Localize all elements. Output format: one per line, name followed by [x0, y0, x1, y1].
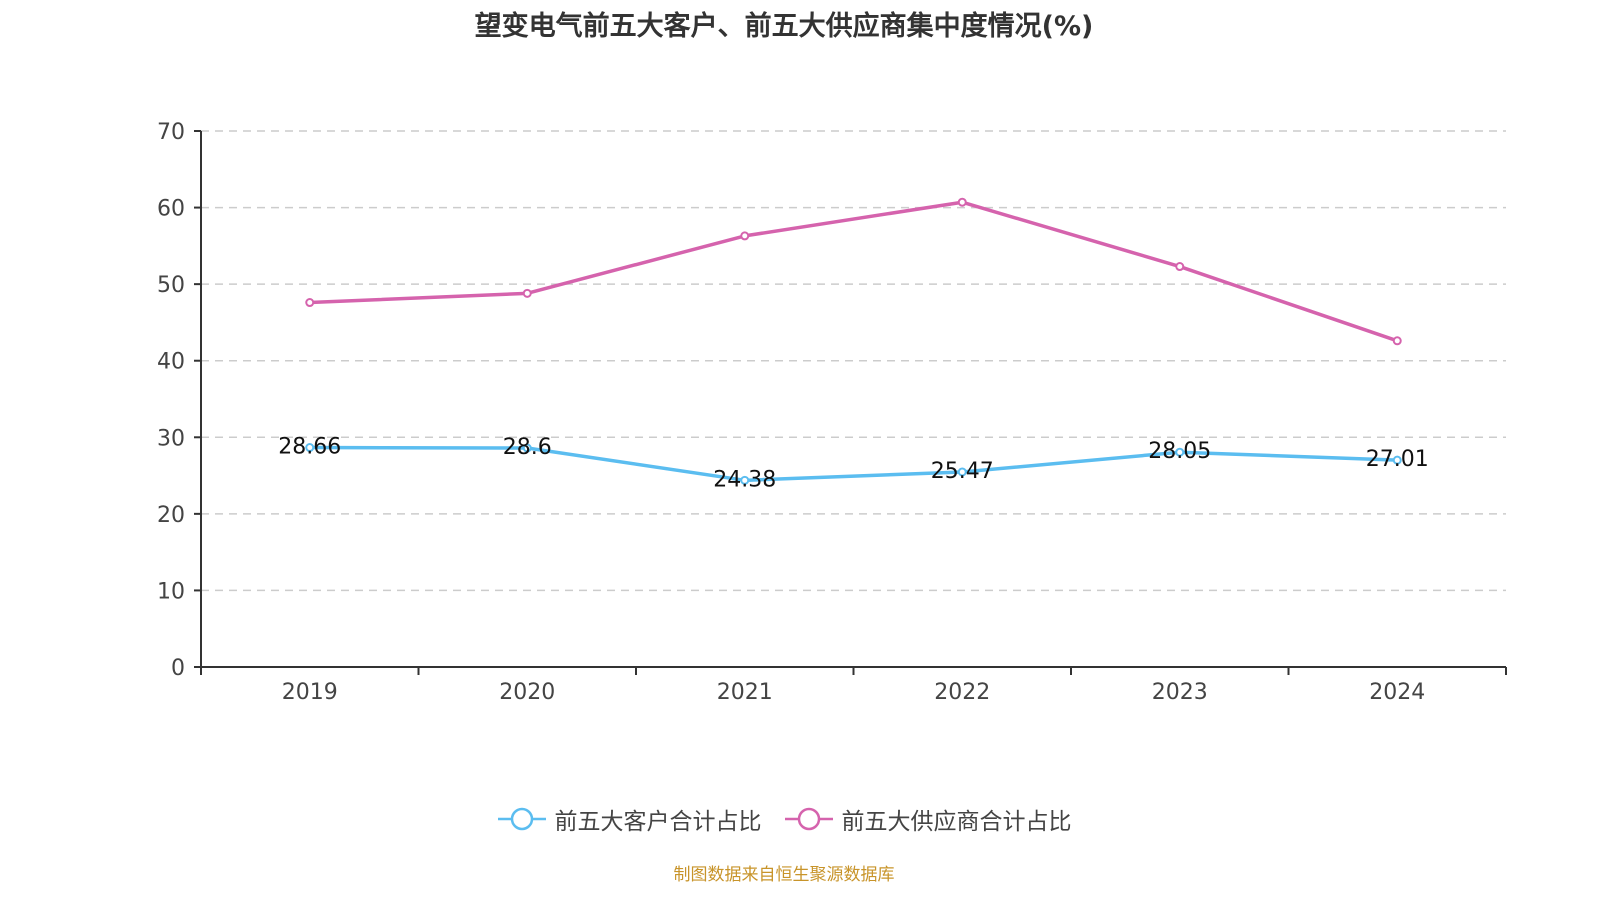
legend: 前五大客户合计占比 前五大供应商合计占比 — [0, 802, 1568, 836]
data-label-customers: 28.05 — [1148, 439, 1211, 464]
line-chart: 0 10 20 30 40 50 60 70 2019 2020 2021 2022 2023 2024… — [157, 120, 1507, 705]
gridlines — [201, 130, 1506, 592]
legend-item-customers[interactable]: 前五大客户合计占比 — [497, 802, 762, 836]
x-tick-label: 2023 — [1152, 680, 1208, 705]
data-point-customers — [305, 443, 315, 453]
data-label-customers: 28.6 — [503, 435, 552, 460]
y-tick-label: 40 — [157, 350, 185, 375]
legend-label-customers: 前五大客户合计占比 — [554, 809, 762, 835]
x-tick-label: 2021 — [717, 680, 773, 705]
data-point-customers — [1175, 447, 1185, 457]
legend-item-suppliers[interactable]: 前五大供应商合计占比 — [784, 802, 1072, 836]
x-tick-label: 2022 — [934, 680, 990, 705]
data-label-customers: 24.38 — [713, 467, 776, 492]
y-tick-label: 70 — [157, 120, 185, 145]
y-tick-label: 0 — [171, 656, 185, 681]
data-point-customers — [522, 443, 532, 453]
legend-label-suppliers: 前五大供应商合计占比 — [841, 809, 1072, 835]
x-tick-label: 2024 — [1369, 680, 1425, 705]
y-tick-label: 60 — [157, 197, 185, 222]
data-label-customers: 27.01 — [1366, 447, 1429, 472]
series-line-suppliers — [309, 200, 1398, 343]
data-point-customers — [957, 467, 967, 477]
series-group — [305, 197, 1402, 485]
data-labels: 28.66 28.6 24.38 25.47 28.05 27.01 — [278, 435, 1428, 493]
data-label-customers: 28.66 — [278, 435, 341, 460]
data-point-suppliers — [522, 288, 532, 298]
y-tick-label: 10 — [157, 579, 185, 604]
data-point-suppliers — [1392, 336, 1402, 346]
axes — [200, 131, 1506, 668]
data-point-customers — [740, 475, 750, 485]
data-point-suppliers — [957, 197, 967, 207]
legend-marker-suppliers-icon — [784, 807, 833, 831]
data-point-customers — [1392, 455, 1402, 465]
chart-title: 望变电气前五大客户、前五大供应商集中度情况(%) — [474, 11, 1094, 42]
y-tick-label: 30 — [157, 426, 185, 451]
x-axis-ticks: 2019 2020 2021 2022 2023 2024 — [200, 667, 1507, 705]
x-tick-label: 2020 — [499, 680, 555, 705]
y-axis-ticks: 0 10 20 30 40 50 60 70 — [157, 120, 201, 681]
y-tick-label: 20 — [157, 503, 185, 528]
data-point-suppliers — [1175, 262, 1185, 272]
data-label-customers: 25.47 — [931, 459, 994, 484]
series-line-customers — [309, 445, 1398, 483]
data-point-suppliers — [305, 298, 315, 308]
legend-marker-customers-icon — [497, 807, 546, 831]
source-note: 制图数据来自恒生聚源数据库 — [673, 865, 895, 885]
data-point-suppliers — [740, 231, 750, 241]
y-tick-label: 50 — [157, 273, 185, 298]
x-tick-label: 2019 — [282, 680, 338, 705]
